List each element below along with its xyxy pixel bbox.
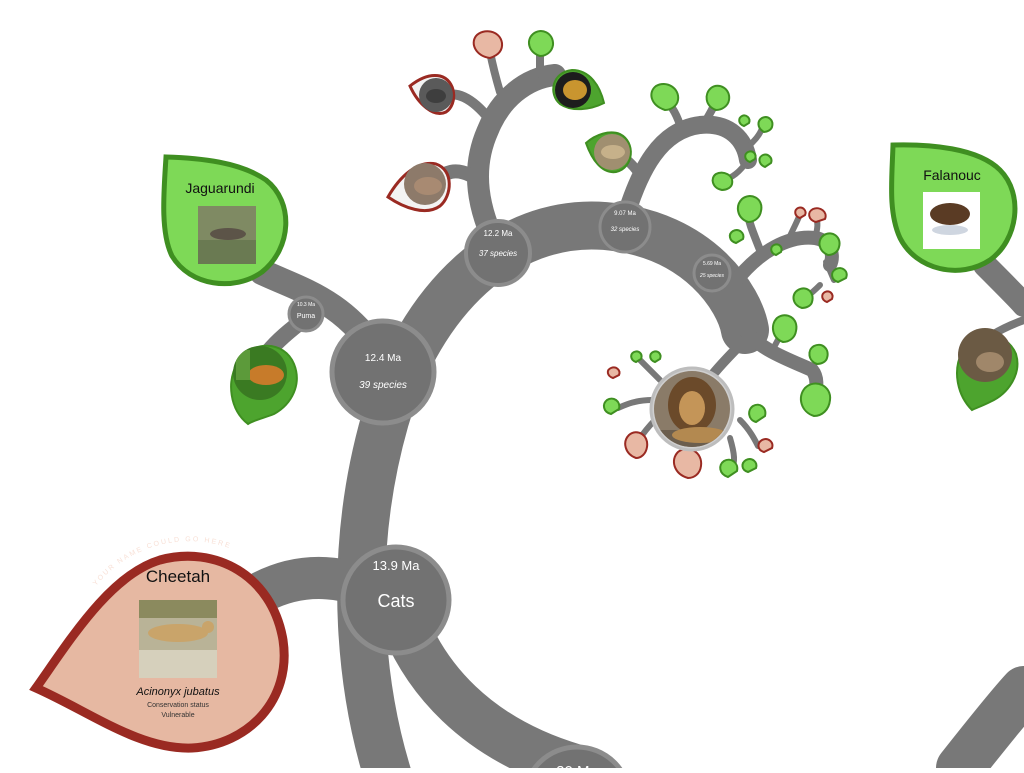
node-puma[interactable]: 10.3 Ma Puma [287,295,325,333]
node-9-07[interactable]: 9.07 Ma 32 species [598,200,652,254]
leaf-red[interactable] [821,290,834,304]
node-species-count: 32 species [611,227,640,233]
cheetah-photo [139,600,217,678]
leaf-green[interactable] [741,458,758,474]
node-12-2[interactable]: 12.2 Ma 37 species [464,219,532,287]
small-leaves [472,30,848,480]
leaf-branch-k [737,417,761,449]
jaguarundi-photo [198,206,256,264]
lynx-photo [958,328,1012,382]
leaf-green[interactable] [738,114,751,128]
scientific-name: Acinonyx jubatus [135,686,220,698]
leaf-green[interactable] [748,403,767,424]
node-clade-label: Puma [297,313,315,320]
upper-branch [467,64,566,261]
node-time: 12.4 Ma [365,353,402,364]
jaguar-leaf[interactable] [552,68,606,111]
leaf-green[interactable] [649,350,662,364]
leaf-green[interactable] [818,232,841,257]
leaf-green[interactable] [728,229,745,245]
falanouc-leaf[interactable]: Falanouc [889,142,1018,273]
jaguar-photo [555,72,591,108]
wildcat-leaf[interactable] [386,160,451,212]
ocelot-photo [594,134,630,170]
leaf-green[interactable] [758,153,773,169]
leaf-green[interactable] [719,458,739,479]
leaf-red[interactable] [757,438,774,454]
leaf-green[interactable] [602,397,621,416]
leaf-red[interactable] [794,206,807,220]
leaf-green[interactable] [650,82,680,112]
leaf-branch-m [615,397,655,411]
leaf-green[interactable] [792,287,814,310]
leaf-green[interactable] [770,243,783,257]
leaf-green[interactable] [744,150,757,164]
lion-photo [654,371,730,447]
species-name: Cheetah [146,567,210,586]
ocelot-leaf[interactable] [584,131,632,174]
leaf-red[interactable] [472,30,504,60]
jaguarundi-leaf[interactable]: Jaguarundi [161,154,289,287]
conservation-status-label: Conservation status [147,702,209,709]
node-clade-label: Cats [377,591,414,611]
dark-cat-photo [419,78,453,112]
leaf-red[interactable] [808,207,827,224]
leaf-branch-o [637,357,663,383]
leaf-green[interactable] [771,314,798,344]
node-species-count: 37 species [479,249,517,258]
cheetah-leaf[interactable]: YOUR NAME COULD GO HERE Cheetah Acinonyx… [29,536,289,753]
node-species-count: 25 species [699,273,724,279]
leaf-green[interactable] [705,84,731,112]
conservation-status: Vulnerable [161,712,194,719]
node-time: 12.2 Ma [484,229,513,238]
mid-right-branch [728,230,839,289]
falanouc-branch [973,253,1024,317]
node-time: 20 Ma [556,763,598,768]
leaf-green[interactable] [831,267,848,284]
leaf-red[interactable] [624,431,649,460]
leaf-green[interactable] [808,343,829,366]
leaf-green[interactable] [799,382,832,418]
bottom-right-branch [936,666,1024,773]
species-name: Jaguarundi [185,180,254,196]
node-cats[interactable]: 13.9 Ma Cats [340,544,452,656]
node-species-count: 39 species [359,380,407,391]
leaf-red[interactable] [672,447,703,480]
lion-leaf[interactable] [649,366,735,452]
node-12-4[interactable]: 12.4 Ma 39 species [329,318,437,426]
leaf-green[interactable] [527,30,555,58]
node-time: 13.9 Ma [373,558,421,573]
right-upper-branch [617,115,757,224]
lynx-leaf[interactable] [955,325,1019,412]
node-time: 5.69 Ma [703,261,721,267]
cougar-photo [233,346,287,400]
leaf-green[interactable] [757,116,774,134]
species-name: Falanouc [923,167,981,183]
leaf-green[interactable] [630,350,643,364]
node-time: 10.3 Ma [297,302,315,308]
wildcat-photo [404,163,446,205]
falanouc-photo [923,192,980,249]
leaf-red[interactable] [606,366,621,380]
leaf-green[interactable] [711,171,734,192]
leaf-green[interactable] [736,195,763,224]
dark-cat-leaf[interactable] [408,74,456,115]
cougar-leaf[interactable] [230,343,298,426]
node-5-69[interactable]: 5.69 Ma 25 species [692,253,732,293]
node-time: 9.07 Ma [614,211,636,217]
